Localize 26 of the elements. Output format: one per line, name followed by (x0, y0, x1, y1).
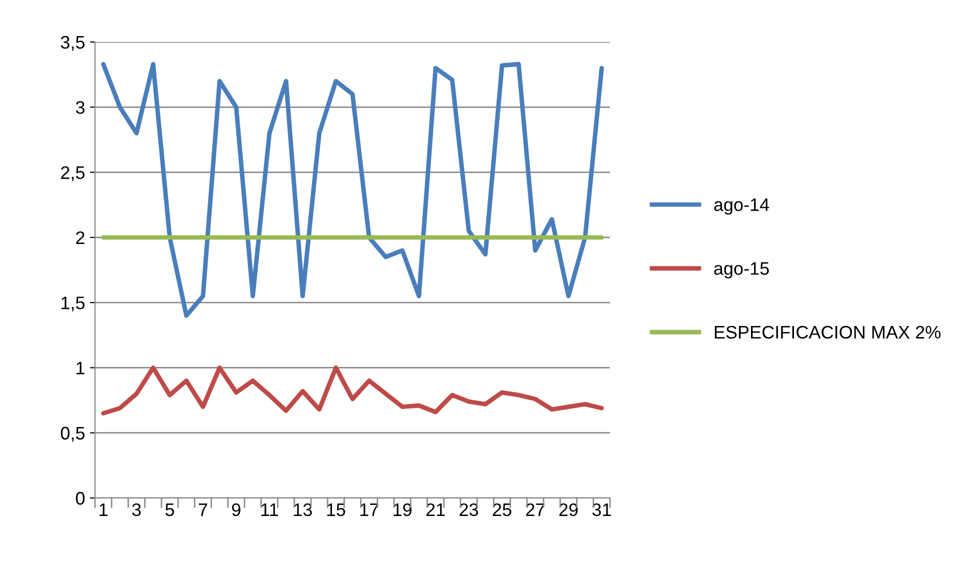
y-tick-label: 3,5 (60, 36, 85, 51)
y-tick-label: 2,5 (61, 166, 85, 182)
x-tick-label: 11 (261, 504, 278, 516)
x-tick-label: 31 (592, 503, 611, 516)
legend-label: ago-15 (714, 262, 769, 278)
y-tick-label: 0 (76, 492, 85, 505)
x-tick-label: 5 (165, 504, 174, 516)
line-series (101, 62, 604, 318)
y-tick-label: 3 (76, 101, 84, 114)
x-tick-label: 21 (426, 503, 445, 516)
y-tick-label: 1,5 (62, 296, 85, 312)
line-series (101, 365, 604, 416)
legend-label: ago-14 (714, 198, 770, 215)
x-tick-label: 13 (294, 503, 312, 516)
y-tick-label: 2 (76, 231, 84, 244)
y-tick-label: 1 (76, 362, 84, 374)
x-tick-label: 1 (100, 504, 108, 516)
x-tick-label: 7 (198, 504, 208, 516)
x-tick-label: 29 (559, 503, 578, 516)
y-tick-label: 0,5 (60, 426, 85, 442)
x-tick-label: 25 (492, 503, 512, 516)
x-tick-label: 3 (132, 503, 141, 516)
x-tick-label: 19 (394, 503, 412, 516)
legend-label: ESPECIFICACION MAX 2% (714, 326, 940, 339)
x-tick-label: 15 (327, 504, 346, 516)
x-tick-label: 9 (232, 503, 240, 516)
